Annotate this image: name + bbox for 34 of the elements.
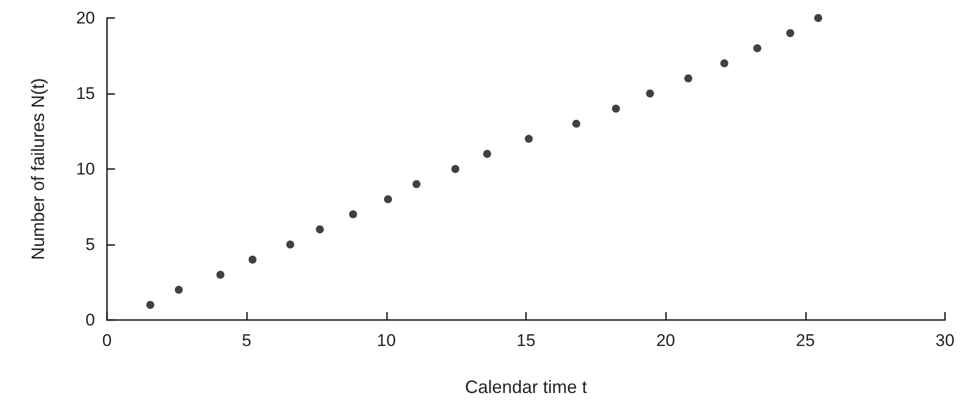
y-tick-label: 20 bbox=[76, 8, 95, 28]
x-tick-label: 0 bbox=[102, 331, 112, 350]
point bbox=[814, 14, 822, 22]
y-axis-title: Number of failures N(t) bbox=[28, 78, 48, 260]
point bbox=[753, 44, 762, 52]
y-tick-label: 10 bbox=[76, 160, 95, 178]
x-tick-label: 25 bbox=[796, 331, 815, 350]
point bbox=[412, 180, 420, 188]
point bbox=[349, 210, 358, 218]
x-tick-label: 15 bbox=[516, 331, 536, 350]
x-tick-label: 10 bbox=[376, 331, 396, 350]
y-tick-label: 5 bbox=[86, 235, 95, 254]
point bbox=[612, 104, 620, 113]
x-tick-label: 30 bbox=[936, 331, 954, 350]
point bbox=[483, 150, 492, 158]
point bbox=[316, 225, 324, 234]
point bbox=[720, 59, 728, 68]
point bbox=[646, 90, 654, 98]
x-axis-title: Calendar time t bbox=[464, 377, 588, 397]
y-tick-label: 15 bbox=[76, 84, 95, 103]
point bbox=[248, 256, 257, 264]
point bbox=[572, 120, 580, 128]
x-tick-label: 5 bbox=[242, 331, 252, 350]
point bbox=[146, 300, 154, 309]
point bbox=[524, 134, 533, 143]
x-tick-label: 20 bbox=[656, 331, 676, 350]
point bbox=[174, 286, 183, 294]
y-tick-label: 0 bbox=[86, 310, 95, 330]
point bbox=[451, 165, 460, 173]
point bbox=[786, 29, 794, 38]
point bbox=[384, 195, 392, 204]
point bbox=[286, 240, 294, 248]
point bbox=[684, 74, 692, 82]
point bbox=[216, 270, 224, 279]
